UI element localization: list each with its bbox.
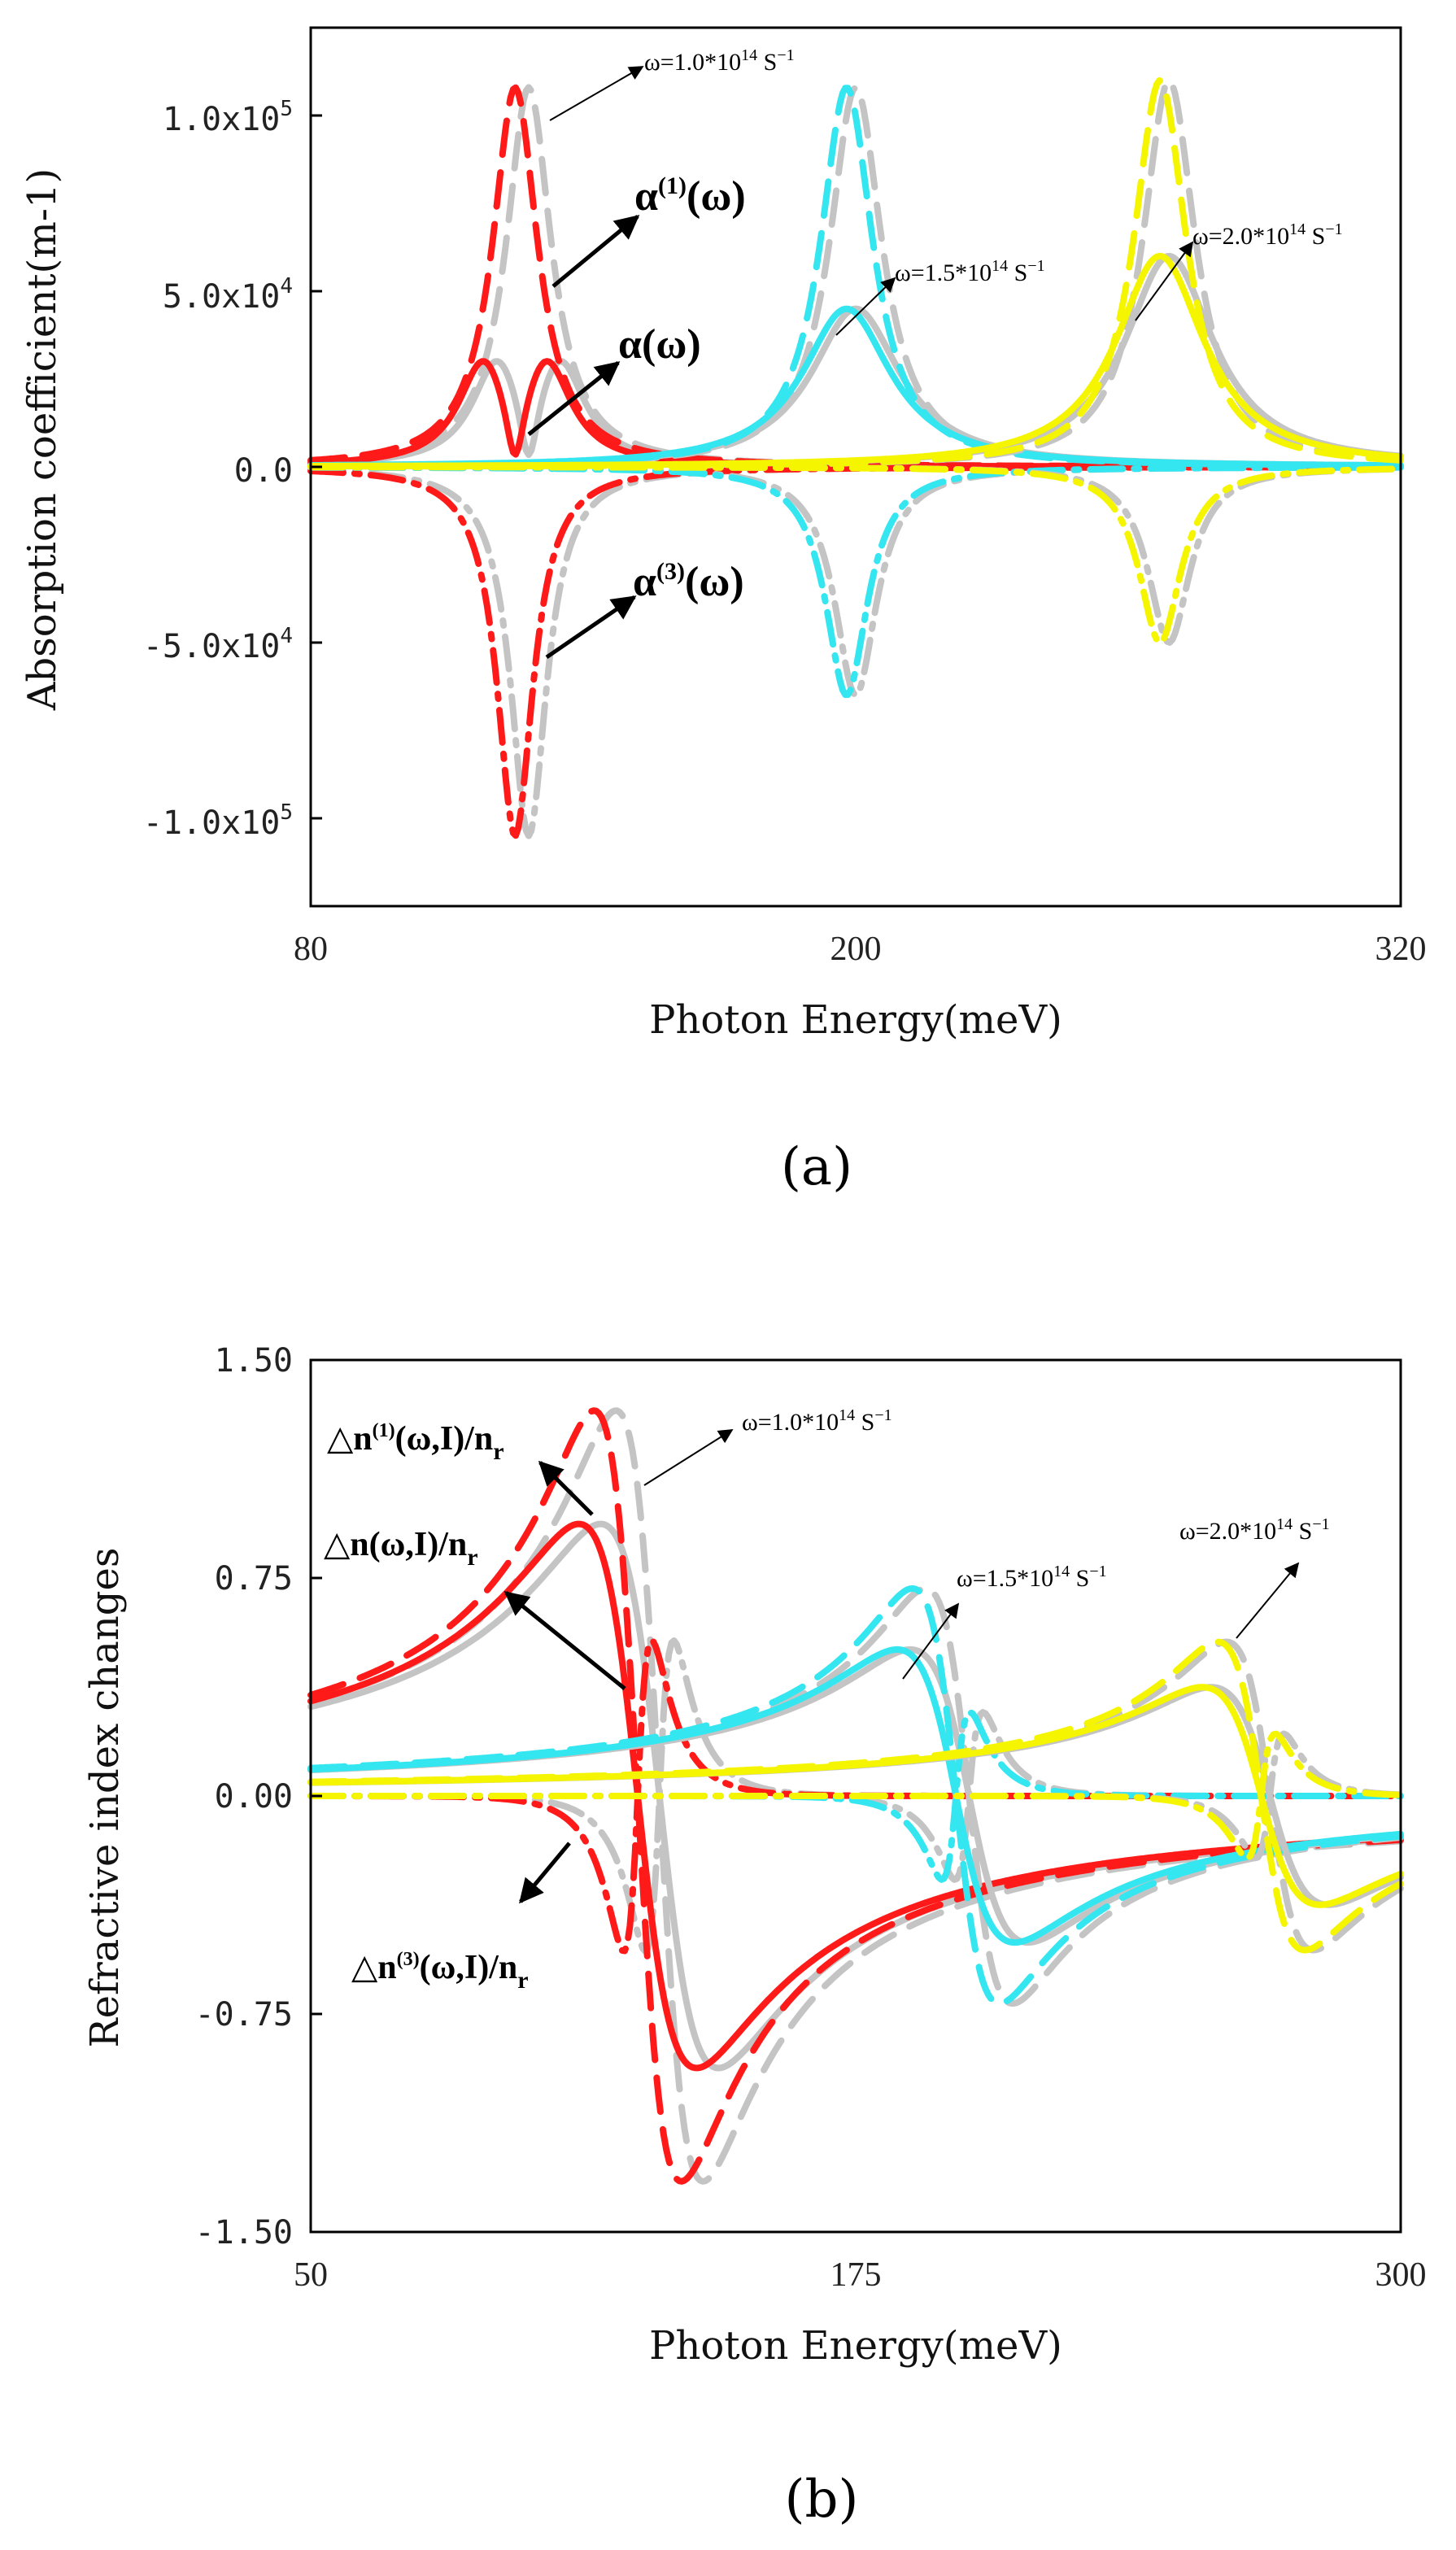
a-omega3-arrow: [1135, 241, 1194, 321]
b-ytick-4: -0.75: [195, 1996, 293, 2033]
a-omega3-label: ω=2.0*1014 S−1: [1192, 220, 1343, 250]
b-dn-arrow: [503, 1591, 626, 1690]
panel-a-curves: [307, 77, 1404, 839]
a-xtick-3: 320: [1375, 931, 1427, 968]
panel-a-label: (a): [781, 1137, 852, 1197]
panel-b-ticks: [311, 1358, 322, 2234]
b-dn1-arrow: [538, 1460, 594, 1516]
a-ytick-4: -5.0x104: [143, 624, 293, 665]
b-dn-label: △n(ω,I)/nr: [324, 1526, 478, 1571]
a-alpha-label: α(ω): [618, 321, 701, 368]
a-alpha3-label: α(3)(ω): [633, 558, 744, 605]
b-omega1-arrow: [643, 1429, 734, 1486]
a-omega2-arrow: [835, 277, 896, 336]
b-ylabel: Refractive index changes: [82, 1548, 128, 2048]
a-alpha1-label: α(1)(ω): [634, 172, 746, 220]
panel-a: 1.0x105 5.0x104 0.0 -5.0x104 -1.0x105 80…: [20, 26, 1427, 1197]
b-omega2-arrow: [902, 1602, 960, 1680]
a-ytick-2: 5.0x104: [163, 274, 293, 316]
a-xtick-1: 80: [294, 931, 328, 968]
b-xlabel: Photon Energy(meV): [649, 2323, 1062, 2369]
b-ytick-3: 0.00: [215, 1778, 293, 1816]
a-color-total-3: [307, 252, 1404, 469]
b-xtick-2: 175: [830, 2256, 882, 2294]
b-ytick-1: 1.50: [215, 1342, 293, 1380]
a-alpha3-arrow: [545, 595, 637, 660]
a-ytick-3: 0.0: [234, 452, 293, 490]
a-alpha1-arrow: [551, 215, 640, 288]
a-gray-third-1: [307, 464, 1404, 839]
b-color-total-3: [307, 1684, 1404, 1908]
b-xtick-1: 50: [294, 2256, 328, 2294]
b-ytick-2: 0.75: [215, 1560, 293, 1598]
b-color-third-3: [307, 1730, 1404, 1862]
a-omega1-arrow: [549, 66, 644, 121]
b-dn1-label: △n(1)(ω,I)/nr: [327, 1420, 504, 1465]
b-xtick-3: 300: [1375, 2256, 1427, 2294]
b-color-total-2: [307, 1646, 1404, 1946]
b-omega1-label: ω=1.0*1014 S−1: [742, 1406, 892, 1436]
a-alpha-arrow: [527, 361, 621, 436]
b-dn3-label: △n(3)(ω,I)/nr: [351, 1949, 529, 1994]
panel-b: 1.50 0.75 0.00 -0.75 -1.50 50 175 300 Ph…: [82, 1342, 1427, 2530]
b-ytick-5: -1.50: [195, 2214, 293, 2251]
a-ytick-5: -1.0x105: [143, 800, 293, 842]
b-omega3-label: ω=2.0*1014 S−1: [1179, 1515, 1330, 1545]
a-omega2-label: ω=1.5*1014 S−1: [895, 257, 1045, 286]
b-color-total-1: [307, 1520, 1404, 2072]
panel-b-curves: [307, 1407, 1404, 2185]
b-omega3-arrow: [1236, 1562, 1300, 1639]
a-omega1-label: ω=1.0*1014 S−1: [644, 46, 795, 76]
b-omega2-label: ω=1.5*1014 S−1: [957, 1563, 1107, 1592]
a-xtick-2: 200: [830, 931, 882, 968]
b-dn3-arrow: [519, 1842, 571, 1904]
a-color-linear-3: [307, 77, 1404, 470]
a-color-third-2: [307, 464, 1404, 699]
a-ytick-1: 1.0x105: [163, 97, 293, 138]
panel-a-ticks: [311, 114, 322, 820]
panel-b-label: (b): [785, 2469, 859, 2530]
a-xlabel: Photon Energy(meV): [649, 997, 1062, 1043]
a-ylabel: Absorption coefficient(m-1): [20, 168, 65, 712]
